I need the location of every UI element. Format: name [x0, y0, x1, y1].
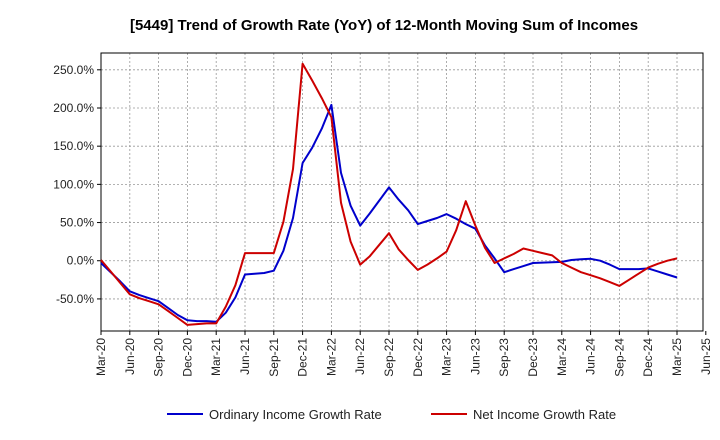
x-tick-label: Jun-25: [699, 338, 713, 375]
x-tick-label: Sep-24: [612, 338, 626, 377]
x-tick-label: Sep-20: [152, 338, 166, 377]
y-axis: -50.0% 0.0% 50.0% 100.0% 150.0% 200.0% 250.0%: [53, 63, 101, 306]
x-tick-label: Sep-21: [267, 338, 281, 377]
x-tick-label: Mar-23: [440, 338, 454, 376]
y-tick-label: -50.0%: [56, 292, 94, 306]
y-tick-label: 250.0%: [53, 63, 94, 77]
legend: Ordinary Income Growth Rate Net Income G…: [167, 407, 616, 422]
x-tick-label: Mar-22: [324, 338, 338, 376]
x-tick-label: Jun-20: [123, 338, 137, 375]
y-tick-label: 0.0%: [67, 254, 95, 268]
x-tick-label: Sep-22: [382, 338, 396, 377]
x-tick-label: Dec-24: [641, 338, 655, 377]
y-tick-label: 50.0%: [60, 216, 94, 230]
x-tick-label: Dec-23: [526, 338, 540, 377]
legend-label-ordinary-income: Ordinary Income Growth Rate: [209, 407, 382, 422]
x-tick-label: Mar-24: [555, 338, 569, 376]
series-layer: [100, 62, 678, 326]
chart-title: [5449] Trend of Growth Rate (YoY) of 12-…: [130, 17, 638, 34]
series-line-net-income: [100, 62, 678, 326]
x-axis: Mar-20 Jun-20 Sep-20 Dec-20 Mar-21 Jun-21 Sep-…: [94, 331, 713, 377]
y-tick-label: 150.0%: [53, 139, 94, 153]
x-tick-label: Dec-22: [411, 338, 425, 377]
x-tick-label: Jun-22: [353, 338, 367, 375]
grid: [101, 53, 703, 331]
y-tick-label: 200.0%: [53, 101, 94, 115]
x-tick-label: Dec-20: [180, 338, 194, 377]
y-tick-label: 100.0%: [53, 177, 94, 191]
plot-area: [100, 52, 704, 332]
x-tick-label: Dec-21: [296, 338, 310, 377]
series-line-ordinary-income: [100, 103, 678, 323]
x-tick-label: Jun-21: [238, 338, 252, 375]
x-tick-label: Mar-25: [670, 338, 684, 376]
x-tick-label: Jun-23: [468, 338, 482, 375]
x-tick-label: Jun-24: [584, 338, 598, 375]
x-tick-label: Mar-20: [94, 338, 108, 376]
x-tick-label: Mar-21: [209, 338, 223, 376]
legend-label-net-income: Net Income Growth Rate: [473, 407, 616, 422]
x-tick-label: Sep-23: [497, 338, 511, 377]
